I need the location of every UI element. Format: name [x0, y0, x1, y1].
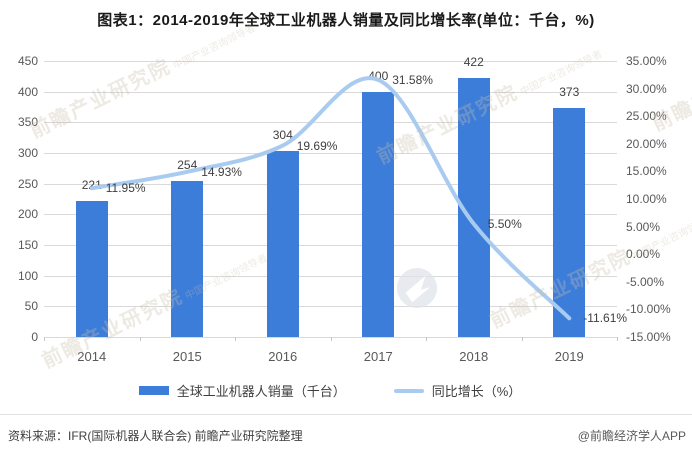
y-axis-right-tick-label: 25.00%: [626, 109, 667, 124]
x-axis-tick-mark: [44, 337, 45, 341]
bar-2014: [75, 201, 108, 337]
y-axis-right-tick-label: 10.00%: [626, 192, 667, 206]
bar-2018: [457, 78, 490, 337]
bar-value-label: 304: [272, 127, 293, 142]
line-value-label: 14.93%: [201, 164, 242, 179]
y-axis-right-tick-label: 5.00%: [626, 219, 661, 234]
line-value-label: 31.58%: [392, 72, 433, 87]
y-axis-left-tick-label: 300: [17, 146, 38, 160]
x-axis-tick-mark: [617, 337, 618, 341]
line-value-label: 19.69%: [296, 138, 338, 153]
y-axis-right-tick-label: -10.00%: [626, 302, 671, 317]
y-axis-left-tick-label: 150: [17, 238, 38, 252]
source-note: 资料来源：IFR(国际机器人联合会) 前瞻产业研究院整理: [8, 429, 303, 443]
bar-value-label: 373: [559, 85, 580, 100]
y-axis-left-tick-label: 400: [17, 84, 38, 99]
x-axis-label: 2017: [363, 349, 393, 364]
brand-credit: @前瞻经济学人APP: [577, 429, 686, 443]
gridline: [44, 122, 617, 124]
y-axis-right-tick-label: -15.00%: [626, 330, 671, 344]
y-axis-left-tick-label: 0: [31, 330, 38, 344]
bar-value-label: 422: [463, 55, 484, 70]
bar-series-label: 全球工业机器人销量（千台）: [176, 384, 346, 399]
line-series-swatch-icon: [393, 388, 424, 393]
x-axis-tick-mark: [330, 337, 332, 341]
chart-title: 图表1：2014-2019年全球工业机器人销量及同比增长率(单位：千台，%): [97, 12, 595, 29]
x-axis-tick-mark: [521, 337, 523, 341]
y-axis-right-tick-label: 30.00%: [626, 81, 667, 96]
x-axis-label: 2018: [459, 349, 489, 364]
bar-2016: [266, 150, 299, 337]
gridline: [44, 275, 617, 277]
x-axis-label: 2019: [554, 349, 584, 364]
bar-value-label: 254: [177, 158, 198, 173]
bar-2017: [362, 91, 395, 337]
y-axis-right-tick-label: 15.00%: [626, 164, 667, 179]
y-axis-right-tick-label: -5.00%: [626, 274, 665, 289]
gridline: [44, 245, 617, 246]
y-axis-right-tick-label: 20.00%: [626, 136, 667, 151]
x-axis-tick-mark: [139, 337, 141, 341]
watermark-subtext: 中国产业咨询领导者: [169, 22, 258, 74]
y-axis-right-tick-label: 35.00%: [626, 54, 667, 68]
bar-value-label: 400: [368, 68, 389, 83]
y-axis-left-tick-label: 450: [17, 54, 38, 68]
x-axis-label: 2016: [268, 349, 298, 364]
y-axis-right-tick-label: 0.00%: [626, 247, 661, 262]
x-axis-label: 2014: [77, 349, 107, 364]
gridline: [44, 61, 617, 62]
footer-divider: [0, 414, 692, 415]
line-value-label: 11.95%: [105, 181, 146, 196]
gridline: [44, 91, 617, 93]
y-axis-left-tick-label: 50: [24, 299, 38, 314]
line-value-label: 5.50%: [487, 216, 522, 231]
bar-2019: [553, 108, 586, 337]
line-value-label: -11.61%: [583, 311, 628, 326]
y-axis-left-tick-label: 250: [17, 176, 38, 191]
bar-value-label: 221: [81, 178, 102, 193]
x-axis-tick-mark: [426, 337, 427, 341]
x-axis-tick-mark: [235, 337, 236, 341]
y-axis-left-tick-label: 100: [17, 268, 38, 283]
legend: 全球工业机器人销量（千台） 同比增长（%）: [0, 381, 676, 400]
bar-series-swatch-icon: [138, 386, 169, 395]
gridline: [44, 214, 617, 216]
x-axis-label: 2015: [172, 349, 202, 364]
legend-item-line-series: 同比增长（%）: [393, 381, 522, 400]
line-series-label: 同比增长（%）: [431, 384, 522, 399]
watermark-text: 前瞻产业研究院 中国产业咨询领导者: [26, 22, 258, 143]
y-axis-left-tick-label: 350: [17, 115, 38, 130]
y-axis-left-tick-label: 200: [17, 207, 38, 222]
legend-item-bar-series: 全球工业机器人销量（千台）: [138, 381, 346, 400]
gridline: [44, 306, 617, 308]
gridline: [44, 153, 617, 154]
bar-2015: [171, 181, 204, 337]
